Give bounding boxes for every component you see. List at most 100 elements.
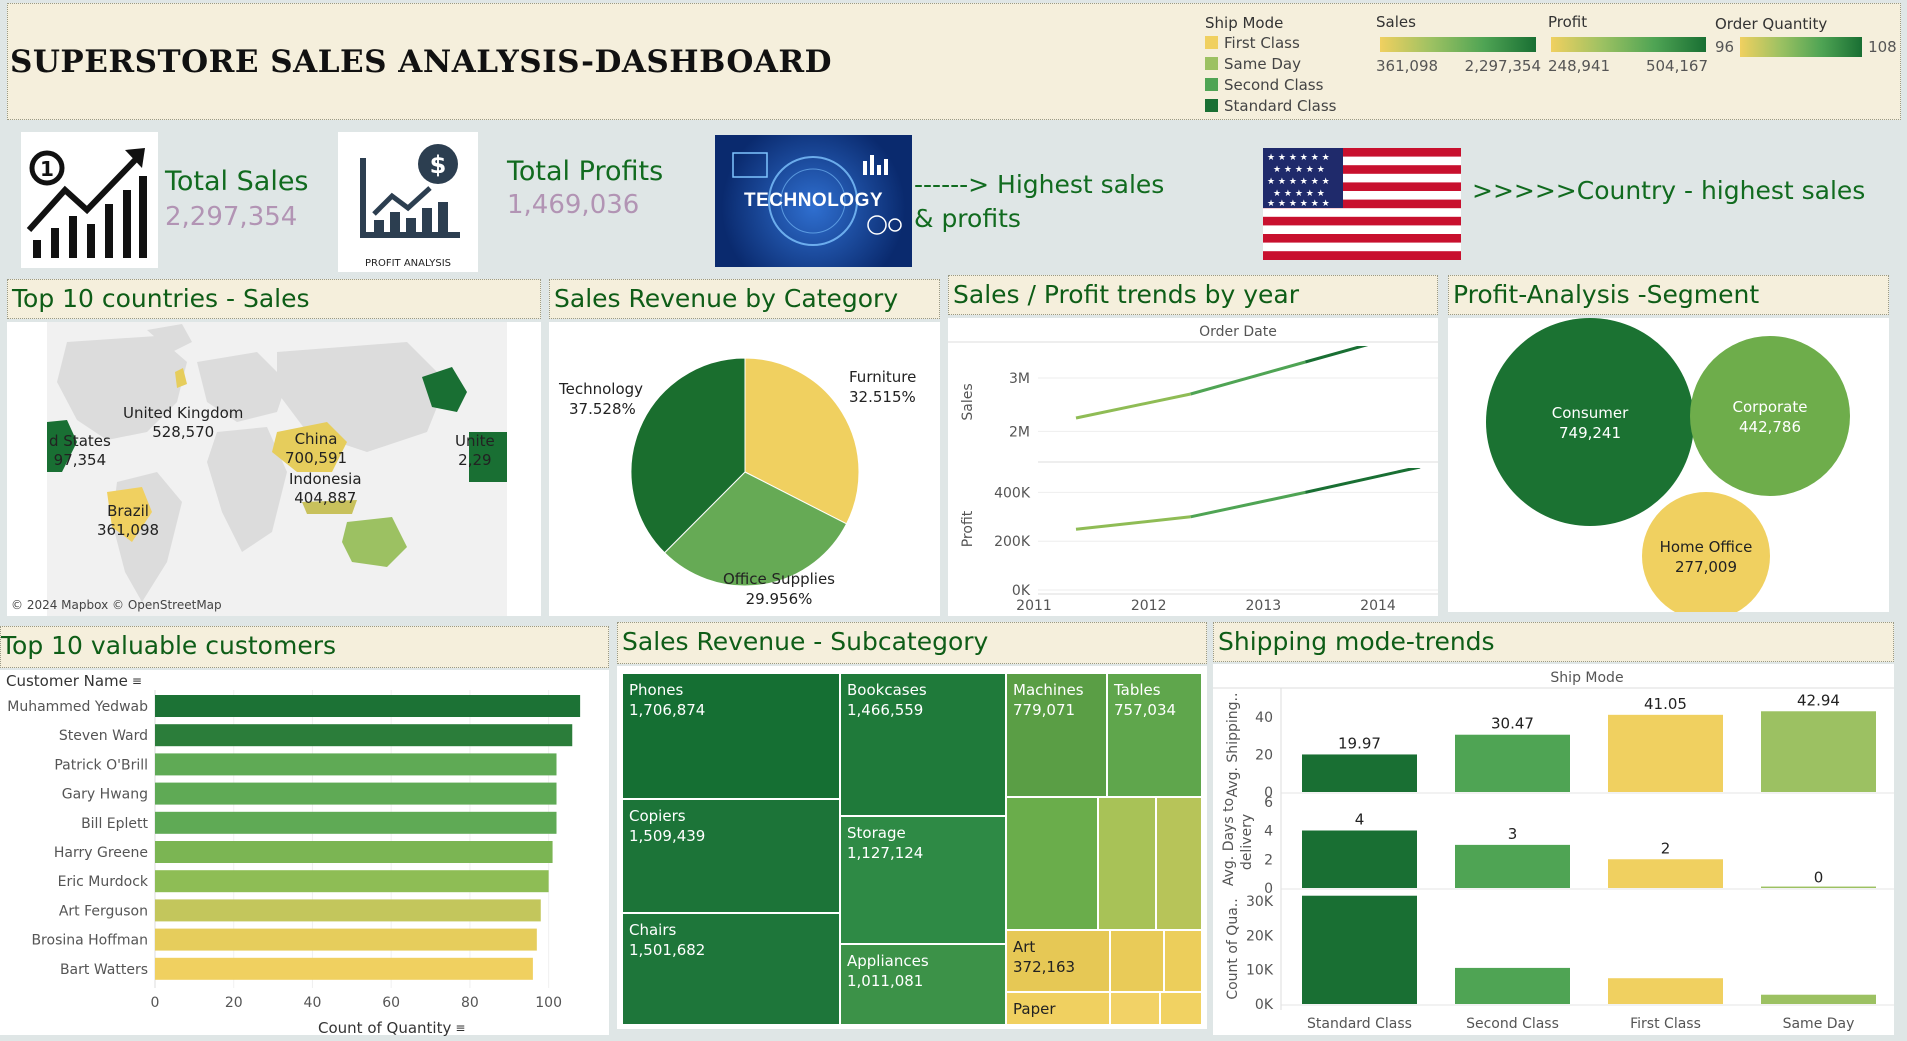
legend-ship-item[interactable]: Same Day	[1205, 53, 1365, 74]
segment-label: Home Office	[1660, 538, 1753, 556]
category-pie-chart[interactable]: Furniture 32.515% Office Supplies 29.956% Te…	[549, 322, 940, 616]
legend-ship-item[interactable]: Second Class	[1205, 74, 1365, 95]
ship-x-label: First Class	[1630, 1016, 1701, 1032]
map-country-australia	[342, 517, 407, 567]
map-label-value: 700,591	[285, 449, 348, 467]
pie-slice-office-supplies[interactable]	[663, 471, 848, 587]
sort-icon[interactable]: ≡	[131, 674, 142, 688]
trend-line-segment[interactable]	[1075, 515, 1191, 531]
treemap-cell-chairs[interactable]: Chairs 1,501,682	[622, 913, 840, 1025]
treemap-cell-paper[interactable]: Paper	[1006, 992, 1110, 1025]
treemap-cell-storage[interactable]: Storage 1,127,124	[840, 816, 1006, 944]
segment-value: 442,786	[1739, 418, 1801, 436]
treemap-value: 757,034	[1114, 701, 1177, 719]
treemap-cell-minor[interactable]	[1160, 992, 1202, 1025]
customer-bar[interactable]	[155, 899, 541, 922]
customer-bar[interactable]	[155, 870, 549, 893]
treemap-cell-tables[interactable]: Tables 757,034	[1107, 673, 1202, 797]
treemap-cell-minor[interactable]	[1098, 797, 1156, 930]
customer-bar[interactable]	[155, 957, 533, 980]
trend-y-tick: 200K	[994, 534, 1031, 550]
total-profits-label: Total Profits	[507, 156, 664, 187]
ship-bar[interactable]	[1455, 734, 1570, 792]
map-title: Top 10 countries - Sales	[7, 279, 541, 319]
customer-bar[interactable]	[155, 811, 557, 834]
trend-line-segment[interactable]	[1190, 360, 1306, 396]
world-map[interactable]: United Kingdom 528,570 China 700,591 Indones…	[7, 322, 541, 616]
treemap-cell-art[interactable]: Art 372,163	[1006, 930, 1110, 992]
legend-ship-mode[interactable]: Ship Mode First Class Same Day Second Clas…	[1205, 14, 1365, 116]
ship-x-label: Second Class	[1466, 1016, 1559, 1032]
legend-profit[interactable]: Profit 248,941 504,167	[1548, 13, 1708, 75]
customer-bar[interactable]	[155, 782, 557, 805]
trends-line-chart[interactable]: Order Date 2M 3M Sales 0K 200K 400K Profit 2011 2…	[948, 318, 1438, 616]
legend-swatch	[1205, 36, 1218, 49]
trend-line-segment[interactable]	[1190, 490, 1306, 519]
ship-bar[interactable]	[1761, 711, 1876, 792]
map-label-value: 528,570	[152, 423, 215, 441]
trend-line-segment[interactable]	[1304, 330, 1420, 364]
map-country-usa	[47, 420, 77, 472]
segment-bubble-consumer[interactable]	[1486, 318, 1694, 526]
trend-line-segment[interactable]	[1305, 467, 1421, 494]
ship-bar[interactable]	[1302, 895, 1417, 1004]
ship-bar[interactable]	[1455, 967, 1570, 1004]
treemap-cell-bookcases[interactable]: Bookcases 1,466,559	[840, 673, 1006, 816]
trend-y-label: Sales	[960, 383, 976, 420]
customer-name: Bart Watters	[60, 962, 148, 978]
customer-bar[interactable]	[155, 928, 537, 951]
ship-bar[interactable]	[1302, 830, 1417, 889]
map-label: Unite 2,29	[455, 432, 495, 470]
map-label-value: 404,887	[294, 489, 357, 507]
ship-bar[interactable]	[1302, 754, 1417, 792]
customer-name: Art Ferguson	[59, 903, 148, 919]
map-label: China 700,591	[285, 430, 347, 468]
ship-bar[interactable]	[1761, 994, 1876, 1004]
pie-slice-technology[interactable]	[630, 357, 746, 554]
treemap-value: 1,011,081	[847, 972, 924, 990]
map-label-value: 361,098	[97, 521, 160, 539]
map-label-name: China	[294, 430, 338, 448]
us-flag-icon: ★ ★ ★ ★ ★ ★ ★ ★ ★ ★ ★ ★ ★ ★ ★ ★ ★ ★ ★ ★ ★ ★…	[1263, 148, 1461, 260]
customers-bar-chart[interactable]: Customer Name ≡ 0 20 40 60 80 100 Muhammed Yed…	[0, 670, 609, 1037]
treemap-cell-phones[interactable]: Phones 1,706,874	[622, 673, 840, 799]
map-label-value: 2,29	[458, 451, 492, 469]
treemap-cell-minor[interactable]	[1110, 992, 1160, 1025]
customer-bar[interactable]	[155, 753, 557, 776]
treemap-cell-minor[interactable]	[1006, 797, 1098, 930]
trend-line-segment[interactable]	[1075, 392, 1191, 420]
count-of-quantity-label: Count of Quantity	[318, 1019, 452, 1037]
treemap-label: Storage	[847, 824, 906, 842]
pie-slice-furniture[interactable]	[744, 357, 860, 525]
shipping-bar-chart[interactable]: Ship Mode 0 20 40 Avg. Shipping.. 19.97 30.47 4…	[1213, 664, 1894, 1035]
sort-icon-x[interactable]: ≡	[455, 1021, 466, 1035]
ship-bar[interactable]	[1608, 978, 1723, 1004]
segment-bubble-chart[interactable]: Consumer 749,241 Corporate 442,786 Home Offi…	[1448, 318, 1889, 620]
legend-sales[interactable]: Sales 361,098 2,297,354	[1376, 13, 1541, 75]
treemap-label: Paper	[1013, 1000, 1056, 1018]
legend-order-quantity[interactable]: Order Quantity 96 108	[1715, 15, 1900, 57]
treemap-cell-minor[interactable]	[1156, 797, 1202, 930]
ship-bar[interactable]	[1761, 886, 1876, 888]
trends-title: Sales / Profit trends by year	[948, 275, 1438, 315]
treemap-cell-machines[interactable]: Machines 779,071	[1006, 673, 1107, 797]
ship-y-tick: 10K	[1246, 963, 1274, 979]
legend-profit-max: 504,167	[1645, 57, 1708, 75]
legend-ship-item[interactable]: First Class	[1205, 32, 1365, 53]
legend-ship-item[interactable]: Standard Class	[1205, 95, 1365, 116]
treemap-cell-copiers[interactable]: Copiers 1,509,439	[622, 799, 840, 913]
ship-bar[interactable]	[1455, 844, 1570, 888]
segment-bubble-home-office[interactable]	[1642, 492, 1770, 620]
subcategory-treemap[interactable]: Phones 1,706,874 Bookcases 1,466,559 Machine…	[617, 666, 1207, 1029]
legend-ship-label: First Class	[1224, 33, 1300, 52]
segment-bubble-corporate[interactable]	[1690, 336, 1850, 496]
customer-bar[interactable]	[155, 841, 553, 863]
treemap-cell-appliances[interactable]: Appliances 1,011,081	[840, 944, 1006, 1025]
ship-bar[interactable]	[1608, 859, 1723, 888]
treemap-cell-minor[interactable]	[1110, 930, 1164, 992]
customer-bar[interactable]	[155, 695, 581, 717]
ship-bar[interactable]	[1608, 714, 1723, 792]
customer-bar[interactable]	[155, 724, 573, 747]
treemap-cell-minor[interactable]	[1164, 930, 1202, 992]
map-country-indonesia	[302, 500, 357, 514]
